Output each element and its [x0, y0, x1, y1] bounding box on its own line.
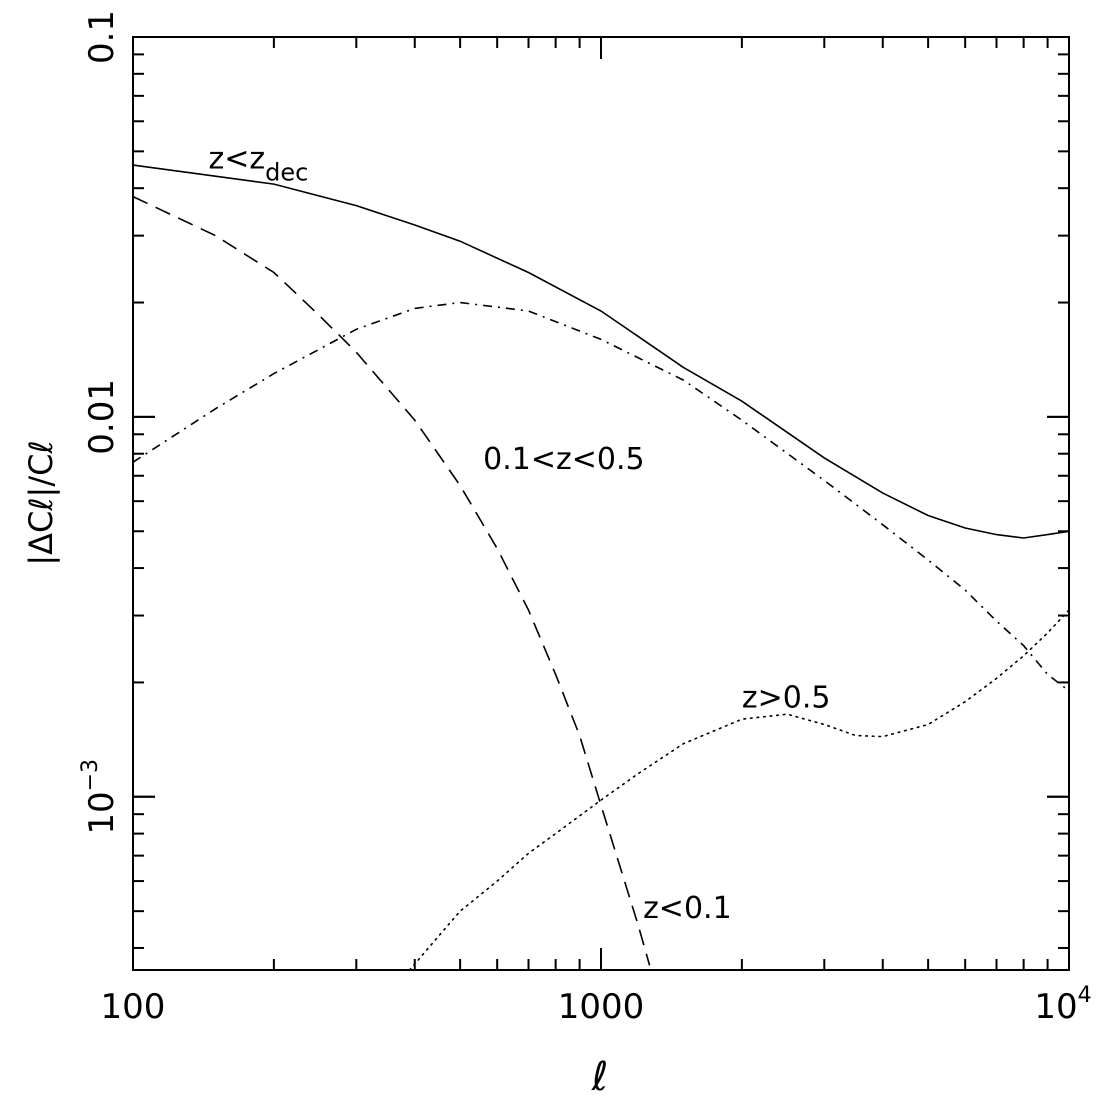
x-tick-label: 104 — [1034, 983, 1091, 1027]
y-axis-label: |ΔCℓ|/Cℓ — [22, 440, 60, 565]
curve-annotations: z<zdec 0.1<z<0.5 z>0.5 z<0.1 — [209, 142, 831, 926]
axis-ticks — [132, 36, 1070, 970]
series-line-dashed — [132, 195, 651, 966]
curve-label: z<0.1 — [643, 891, 732, 926]
y-tick-label: 10−3 — [78, 759, 122, 835]
x-tick-label: 100 — [101, 987, 166, 1027]
curve-label: z<zdec — [209, 142, 309, 187]
series-line-solid — [132, 164, 1070, 539]
curve-label: 0.1<z<0.5 — [483, 442, 644, 477]
tick-labels: 100 1000 104 0.1 0.01 10−3 — [78, 10, 1092, 1027]
y-tick-label: 0.01 — [82, 379, 122, 455]
series-line-dotted — [408, 609, 1070, 971]
x-axis-label: ℓ — [591, 1054, 609, 1100]
series-curves — [132, 164, 1070, 971]
y-tick-label: 0.1 — [82, 10, 122, 64]
curve-label: z>0.5 — [742, 680, 831, 715]
series-line-dash-dot — [132, 301, 1070, 692]
x-tick-label: 1000 — [558, 987, 645, 1027]
